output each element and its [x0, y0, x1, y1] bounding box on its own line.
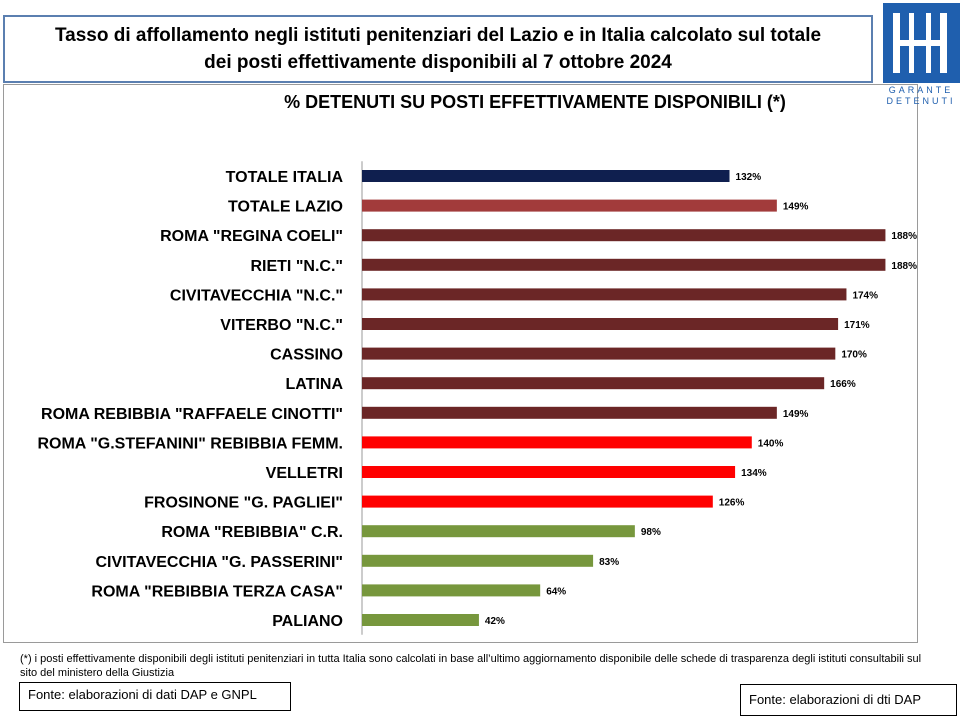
page-title-line-2: dei posti effettivamente disponibili al … — [204, 52, 672, 73]
category-label: TOTALE LAZIO — [228, 199, 343, 216]
data-label: 149% — [783, 409, 809, 420]
data-label: 170% — [841, 350, 867, 361]
bar — [362, 406, 777, 419]
data-label: 140% — [758, 438, 784, 449]
bar — [362, 347, 836, 360]
category-label: ROMA "REBIBBIA" C.R. — [161, 524, 343, 541]
data-label: 42% — [485, 616, 505, 627]
category-label: ROMA REBIBBIA "RAFFAELE CINOTTI" — [41, 406, 343, 423]
data-label: 64% — [546, 586, 566, 597]
source-box-right: Fonte: elaborazioni di dti DAP — [740, 684, 957, 716]
bar — [362, 614, 479, 626]
category-label: ROMA "REBIBBIA TERZA CASA" — [91, 583, 343, 600]
data-label: 166% — [830, 379, 856, 390]
bar — [362, 584, 541, 597]
bar — [362, 525, 635, 538]
data-label: 149% — [783, 202, 809, 213]
data-label: 126% — [719, 498, 745, 509]
bar — [362, 436, 752, 449]
bar — [362, 199, 777, 212]
category-label: CIVITAVECCHIA "G. PASSERINI" — [96, 554, 344, 571]
chart-title: % DETENUTI SU POSTI EFFETTIVAMENTE DISPO… — [284, 92, 786, 112]
bar — [362, 318, 839, 330]
bar — [362, 495, 713, 508]
bar — [362, 229, 886, 242]
logo-text-line-1: GARANTE — [889, 85, 954, 95]
category-label: VITERBO "N.C." — [220, 317, 343, 334]
bar — [362, 377, 825, 390]
data-label: 174% — [852, 290, 878, 301]
data-label: 134% — [741, 468, 767, 479]
garante-logo: GARANTE DETENUTI — [883, 3, 960, 106]
bar — [362, 170, 730, 182]
page-title-line-1: Tasso di affollamento negli istituti pen… — [54, 25, 822, 46]
category-label: CIVITAVECCHIA "N.C." — [170, 287, 343, 304]
category-label: TOTALE ITALIA — [226, 169, 344, 186]
footnote: (*) i posti effettivamente disponibili d… — [20, 653, 922, 679]
bar — [362, 554, 594, 567]
category-label: VELLETRI — [266, 465, 343, 482]
bar — [362, 288, 847, 301]
data-label: 171% — [844, 320, 870, 331]
logo-text-line-2: DETENUTI — [887, 96, 956, 106]
data-label: 188% — [891, 261, 917, 272]
data-label: 83% — [599, 557, 619, 568]
source-box-left: Fonte: elaborazioni di dati DAP e GNPL — [19, 682, 291, 711]
category-label: RIETI "N.C." — [250, 258, 343, 275]
category-label: ROMA "G.STEFANINI" REBIBBIA FEMM. — [37, 435, 343, 452]
bar — [362, 258, 886, 271]
category-label: CASSINO — [270, 347, 343, 364]
page-title: Tasso di affollamento negli istituti pen… — [3, 15, 873, 83]
logo-crossbar — [893, 40, 947, 46]
data-label: 132% — [736, 172, 762, 183]
data-label: 188% — [891, 231, 917, 242]
category-label: PALIANO — [272, 613, 343, 630]
bar-chart: TOTALE ITALIA 132% TOTALE LAZIO 149% ROMA "R… — [37, 161, 917, 635]
category-label: LATINA — [286, 376, 344, 393]
category-label: FROSINONE "G. PAGLIEI" — [144, 495, 343, 512]
category-label: ROMA "REGINA COELI" — [160, 228, 343, 245]
data-label: 98% — [641, 527, 661, 538]
bar — [362, 466, 736, 478]
